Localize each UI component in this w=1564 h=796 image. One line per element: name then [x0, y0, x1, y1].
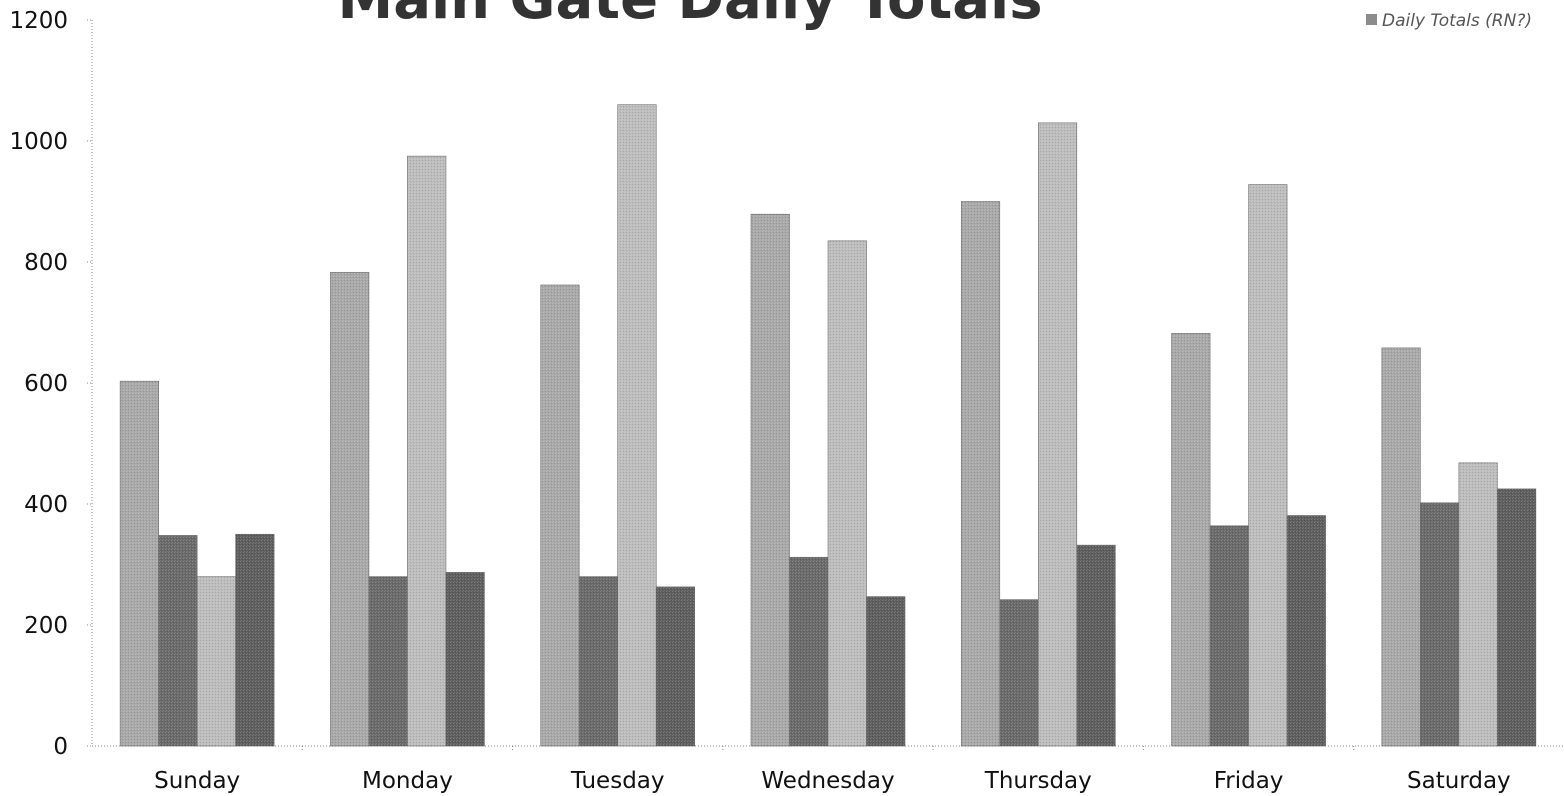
- bar-texture: [235, 534, 275, 746]
- bar-texture: [197, 576, 236, 746]
- bar-texture: [1076, 545, 1116, 746]
- x-tick-label: Friday: [1214, 768, 1284, 794]
- bar-texture: [1038, 122, 1077, 747]
- legend: Daily Totals (RN?): [1366, 11, 1532, 31]
- bar-texture: [656, 586, 695, 746]
- bar-texture: [120, 381, 159, 746]
- bar-texture: [407, 156, 446, 746]
- x-tick-label: Monday: [362, 768, 453, 794]
- bar-texture: [1210, 525, 1249, 746]
- bar-texture: [1287, 515, 1326, 746]
- bar-texture: [540, 284, 580, 746]
- y-tick-label: 800: [24, 250, 68, 276]
- bar-texture: [751, 214, 790, 746]
- x-tick-label: Thursday: [984, 768, 1092, 794]
- x-tick-label: Wednesday: [761, 768, 894, 794]
- bar-texture: [1171, 333, 1211, 746]
- bar-texture: [445, 572, 485, 746]
- bar-texture: [158, 535, 198, 746]
- bar-texture: [1248, 184, 1288, 746]
- bar-texture: [1458, 462, 1498, 746]
- y-tick-label: 400: [24, 492, 68, 518]
- legend-label: Daily Totals (RN?): [1382, 11, 1532, 31]
- y-axis-ticks: 0 200 400 600 800 1000 1200: [9, 8, 92, 760]
- bar-texture: [961, 201, 1000, 746]
- bars: [119, 104, 1537, 747]
- y-tick-label: 0: [53, 734, 68, 760]
- bar-texture: [1497, 488, 1536, 746]
- bar-texture: [330, 272, 369, 746]
- bar-texture: [1381, 347, 1421, 746]
- x-axis-labels: Sunday Monday Tuesday Wednesday Thursday Frid…: [154, 768, 1511, 794]
- x-tick-label: Saturday: [1407, 768, 1511, 794]
- bar-texture: [999, 599, 1039, 746]
- legend-swatch: [1366, 14, 1377, 25]
- y-tick-label: 1200: [9, 8, 68, 34]
- bar-texture: [1420, 502, 1459, 746]
- x-tick-label: Sunday: [154, 768, 240, 794]
- bar-texture: [579, 576, 618, 746]
- x-axis-tick-marks: [301, 746, 1355, 752]
- y-tick-label: 600: [24, 371, 68, 397]
- chart-title: Main Gate Daily Totals: [337, 0, 1042, 32]
- y-tick-label: 200: [24, 613, 68, 639]
- y-tick-label: 1000: [9, 129, 68, 155]
- bar-texture: [828, 240, 867, 746]
- bar-texture: [866, 596, 905, 746]
- bar-texture: [617, 104, 657, 746]
- bar-texture: [368, 576, 408, 746]
- bar-texture: [789, 557, 828, 746]
- x-tick-label: Tuesday: [570, 768, 665, 794]
